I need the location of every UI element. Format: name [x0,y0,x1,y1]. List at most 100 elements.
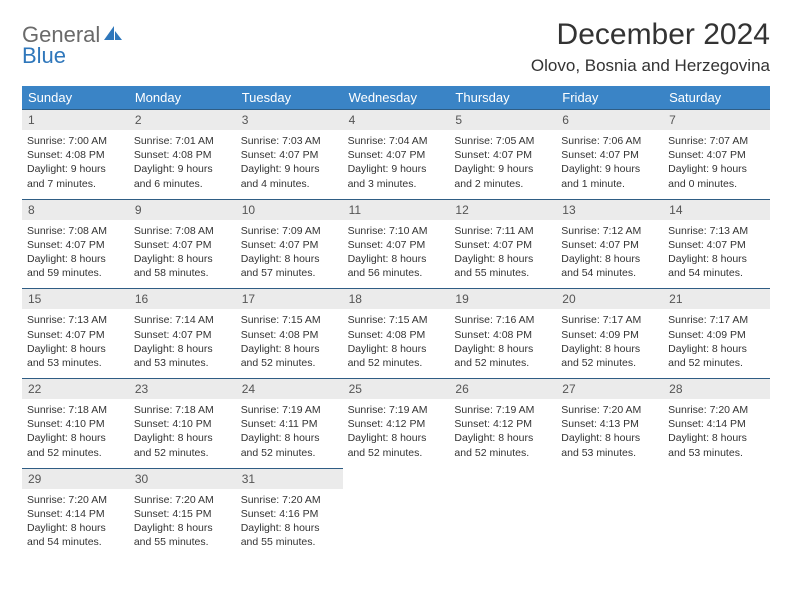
daylight-line: Daylight: 9 hours and 1 minute. [561,162,658,190]
weekday-row: SundayMondayTuesdayWednesdayThursdayFrid… [22,86,770,109]
week-row: 22Sunrise: 7:18 AMSunset: 4:10 PMDayligh… [22,378,770,468]
day-cell: 8Sunrise: 7:08 AMSunset: 4:07 PMDaylight… [22,199,129,289]
daylight-line: Daylight: 8 hours and 52 minutes. [668,342,765,370]
week-row: 29Sunrise: 7:20 AMSunset: 4:14 PMDayligh… [22,468,770,558]
day-number: 17 [236,288,343,309]
sunset-line: Sunset: 4:07 PM [241,148,338,162]
sunset-line: Sunset: 4:07 PM [561,238,658,252]
day-body: Sunrise: 7:07 AMSunset: 4:07 PMDaylight:… [663,130,770,193]
day-body: Sunrise: 7:19 AMSunset: 4:12 PMDaylight:… [449,399,556,462]
sunrise-line: Sunrise: 7:00 AM [27,134,124,148]
day-body: Sunrise: 7:09 AMSunset: 4:07 PMDaylight:… [236,220,343,283]
sunrise-line: Sunrise: 7:17 AM [668,313,765,327]
day-cell: .. [556,468,663,558]
day-cell: 25Sunrise: 7:19 AMSunset: 4:12 PMDayligh… [343,378,450,468]
daylight-line: Daylight: 8 hours and 53 minutes. [27,342,124,370]
daylight-line: Daylight: 8 hours and 52 minutes. [454,431,551,459]
day-cell: .. [449,468,556,558]
day-number: 28 [663,378,770,399]
day-number: 4 [343,109,450,130]
sunrise-line: Sunrise: 7:19 AM [348,403,445,417]
day-body: Sunrise: 7:15 AMSunset: 4:08 PMDaylight:… [343,309,450,372]
day-body: Sunrise: 7:10 AMSunset: 4:07 PMDaylight:… [343,220,450,283]
sunrise-line: Sunrise: 7:10 AM [348,224,445,238]
day-number: 8 [22,199,129,220]
daylight-line: Daylight: 9 hours and 4 minutes. [241,162,338,190]
day-cell: 10Sunrise: 7:09 AMSunset: 4:07 PMDayligh… [236,199,343,289]
day-number: 10 [236,199,343,220]
daylight-line: Daylight: 9 hours and 0 minutes. [668,162,765,190]
day-number: 23 [129,378,236,399]
sunrise-line: Sunrise: 7:20 AM [134,493,231,507]
day-cell: 29Sunrise: 7:20 AMSunset: 4:14 PMDayligh… [22,468,129,558]
day-body: Sunrise: 7:05 AMSunset: 4:07 PMDaylight:… [449,130,556,193]
day-number: 6 [556,109,663,130]
day-body: Sunrise: 7:20 AMSunset: 4:15 PMDaylight:… [129,489,236,552]
daylight-line: Daylight: 9 hours and 7 minutes. [27,162,124,190]
day-body: Sunrise: 7:18 AMSunset: 4:10 PMDaylight:… [129,399,236,462]
day-cell: 17Sunrise: 7:15 AMSunset: 4:08 PMDayligh… [236,288,343,378]
weekday-header: Sunday [22,86,129,109]
day-body: Sunrise: 7:16 AMSunset: 4:08 PMDaylight:… [449,309,556,372]
day-number: 25 [343,378,450,399]
day-cell: 7Sunrise: 7:07 AMSunset: 4:07 PMDaylight… [663,109,770,199]
day-cell: 20Sunrise: 7:17 AMSunset: 4:09 PMDayligh… [556,288,663,378]
logo-word2: Blue [22,46,124,67]
sunset-line: Sunset: 4:10 PM [134,417,231,431]
day-body: Sunrise: 7:08 AMSunset: 4:07 PMDaylight:… [129,220,236,283]
sunset-line: Sunset: 4:08 PM [241,328,338,342]
daylight-line: Daylight: 8 hours and 52 minutes. [348,342,445,370]
daylight-line: Daylight: 8 hours and 55 minutes. [454,252,551,280]
sunrise-line: Sunrise: 7:04 AM [348,134,445,148]
day-cell: .. [343,468,450,558]
daylight-line: Daylight: 8 hours and 59 minutes. [27,252,124,280]
day-number: 27 [556,378,663,399]
sunset-line: Sunset: 4:11 PM [241,417,338,431]
day-number: 9 [129,199,236,220]
day-body: Sunrise: 7:20 AMSunset: 4:14 PMDaylight:… [22,489,129,552]
sunset-line: Sunset: 4:12 PM [454,417,551,431]
daylight-line: Daylight: 8 hours and 53 minutes. [561,431,658,459]
day-number: 14 [663,199,770,220]
day-number: 18 [343,288,450,309]
day-body: Sunrise: 7:13 AMSunset: 4:07 PMDaylight:… [663,220,770,283]
sunrise-line: Sunrise: 7:20 AM [27,493,124,507]
day-cell: 5Sunrise: 7:05 AMSunset: 4:07 PMDaylight… [449,109,556,199]
daylight-line: Daylight: 9 hours and 3 minutes. [348,162,445,190]
sunrise-line: Sunrise: 7:09 AM [241,224,338,238]
day-body: Sunrise: 7:20 AMSunset: 4:14 PMDaylight:… [663,399,770,462]
day-cell: 26Sunrise: 7:19 AMSunset: 4:12 PMDayligh… [449,378,556,468]
calendar: SundayMondayTuesdayWednesdayThursdayFrid… [22,86,770,557]
day-body: Sunrise: 7:17 AMSunset: 4:09 PMDaylight:… [663,309,770,372]
day-cell: 14Sunrise: 7:13 AMSunset: 4:07 PMDayligh… [663,199,770,289]
day-cell: 13Sunrise: 7:12 AMSunset: 4:07 PMDayligh… [556,199,663,289]
daylight-line: Daylight: 8 hours and 53 minutes. [134,342,231,370]
day-cell: 27Sunrise: 7:20 AMSunset: 4:13 PMDayligh… [556,378,663,468]
daylight-line: Daylight: 8 hours and 56 minutes. [348,252,445,280]
daylight-line: Daylight: 8 hours and 52 minutes. [348,431,445,459]
day-body: Sunrise: 7:20 AMSunset: 4:16 PMDaylight:… [236,489,343,552]
day-number: 31 [236,468,343,489]
daylight-line: Daylight: 8 hours and 55 minutes. [134,521,231,549]
header: General Blue December 2024 Olovo, Bosnia… [22,18,770,76]
day-cell: 11Sunrise: 7:10 AMSunset: 4:07 PMDayligh… [343,199,450,289]
sunset-line: Sunset: 4:07 PM [454,148,551,162]
day-number: 19 [449,288,556,309]
day-body: Sunrise: 7:06 AMSunset: 4:07 PMDaylight:… [556,130,663,193]
day-number: 15 [22,288,129,309]
sunrise-line: Sunrise: 7:15 AM [348,313,445,327]
day-cell: 23Sunrise: 7:18 AMSunset: 4:10 PMDayligh… [129,378,236,468]
sunset-line: Sunset: 4:07 PM [348,148,445,162]
day-body: Sunrise: 7:19 AMSunset: 4:12 PMDaylight:… [343,399,450,462]
daylight-line: Daylight: 8 hours and 54 minutes. [27,521,124,549]
day-cell: 16Sunrise: 7:14 AMSunset: 4:07 PMDayligh… [129,288,236,378]
sunrise-line: Sunrise: 7:03 AM [241,134,338,148]
day-body: Sunrise: 7:12 AMSunset: 4:07 PMDaylight:… [556,220,663,283]
daylight-line: Daylight: 8 hours and 58 minutes. [134,252,231,280]
daylight-line: Daylight: 9 hours and 6 minutes. [134,162,231,190]
day-body: Sunrise: 7:14 AMSunset: 4:07 PMDaylight:… [129,309,236,372]
sunrise-line: Sunrise: 7:20 AM [561,403,658,417]
day-body: Sunrise: 7:13 AMSunset: 4:07 PMDaylight:… [22,309,129,372]
day-number: 7 [663,109,770,130]
day-cell: 24Sunrise: 7:19 AMSunset: 4:11 PMDayligh… [236,378,343,468]
